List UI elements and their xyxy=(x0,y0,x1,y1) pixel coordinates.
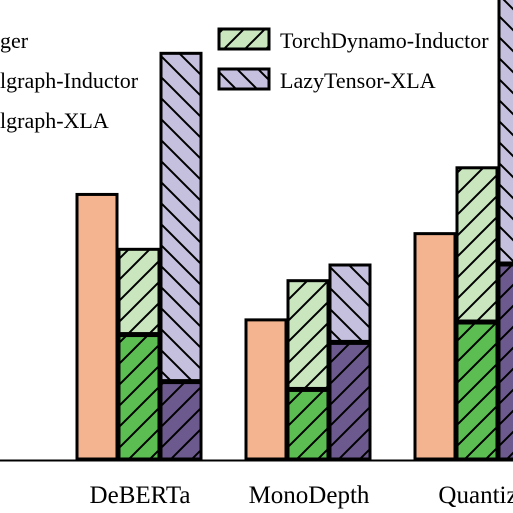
bars-layer xyxy=(75,0,513,461)
legend-item-eager: ger xyxy=(0,28,29,53)
legend-swatch xyxy=(217,67,271,91)
x-tick-label: MonoDepth xyxy=(249,482,370,509)
bar-eager-2 xyxy=(244,318,288,461)
legend-swatch xyxy=(217,27,271,51)
legend-item-lazytensor_xla: LazyTensor-XLA xyxy=(217,67,436,93)
bar-lazytensor_xla-1 xyxy=(159,51,203,383)
bar-lazytensor_xla-3 xyxy=(497,0,513,265)
legend: ger TorchDynamo-Inductor lgraph-Inductor La… xyxy=(0,27,489,133)
x-tick-label: DeBERTa xyxy=(90,482,191,509)
bar-fx_inductor-3 xyxy=(455,321,499,461)
bar-fx_xla-2 xyxy=(328,341,372,461)
bar-fx_inductor-1 xyxy=(117,334,161,461)
bar-dynamo_inductor-3 xyxy=(455,166,499,323)
bar-fx_inductor-2 xyxy=(286,388,330,461)
bar-dynamo_inductor-2 xyxy=(286,279,330,390)
x-ticks: DeBERTa MonoDepth Quantiz xyxy=(90,482,513,509)
legend-label: LazyTensor-XLA xyxy=(280,68,436,93)
legend-label: TorchDynamo-Inductor xyxy=(280,28,489,53)
bar-eager-3 xyxy=(413,232,457,461)
x-tick-label: Quantiz xyxy=(438,482,513,509)
legend-label: lgraph-Inductor xyxy=(0,68,139,93)
bar-fx_xla-1 xyxy=(159,381,203,461)
legend-label: ger xyxy=(0,28,29,53)
bar-dynamo_inductor-1 xyxy=(117,247,161,336)
legend-item-dynamo_inductor: TorchDynamo-Inductor xyxy=(217,27,489,53)
legend-label: lgraph-XLA xyxy=(0,108,109,133)
legend-item-fx_inductor: lgraph-Inductor xyxy=(0,68,139,93)
bar-eager-1 xyxy=(75,192,119,461)
bar-lazytensor_xla-2 xyxy=(328,263,372,343)
bar-fx_xla-3 xyxy=(497,263,513,461)
legend-item-fx_xla: lgraph-XLA xyxy=(0,108,109,133)
